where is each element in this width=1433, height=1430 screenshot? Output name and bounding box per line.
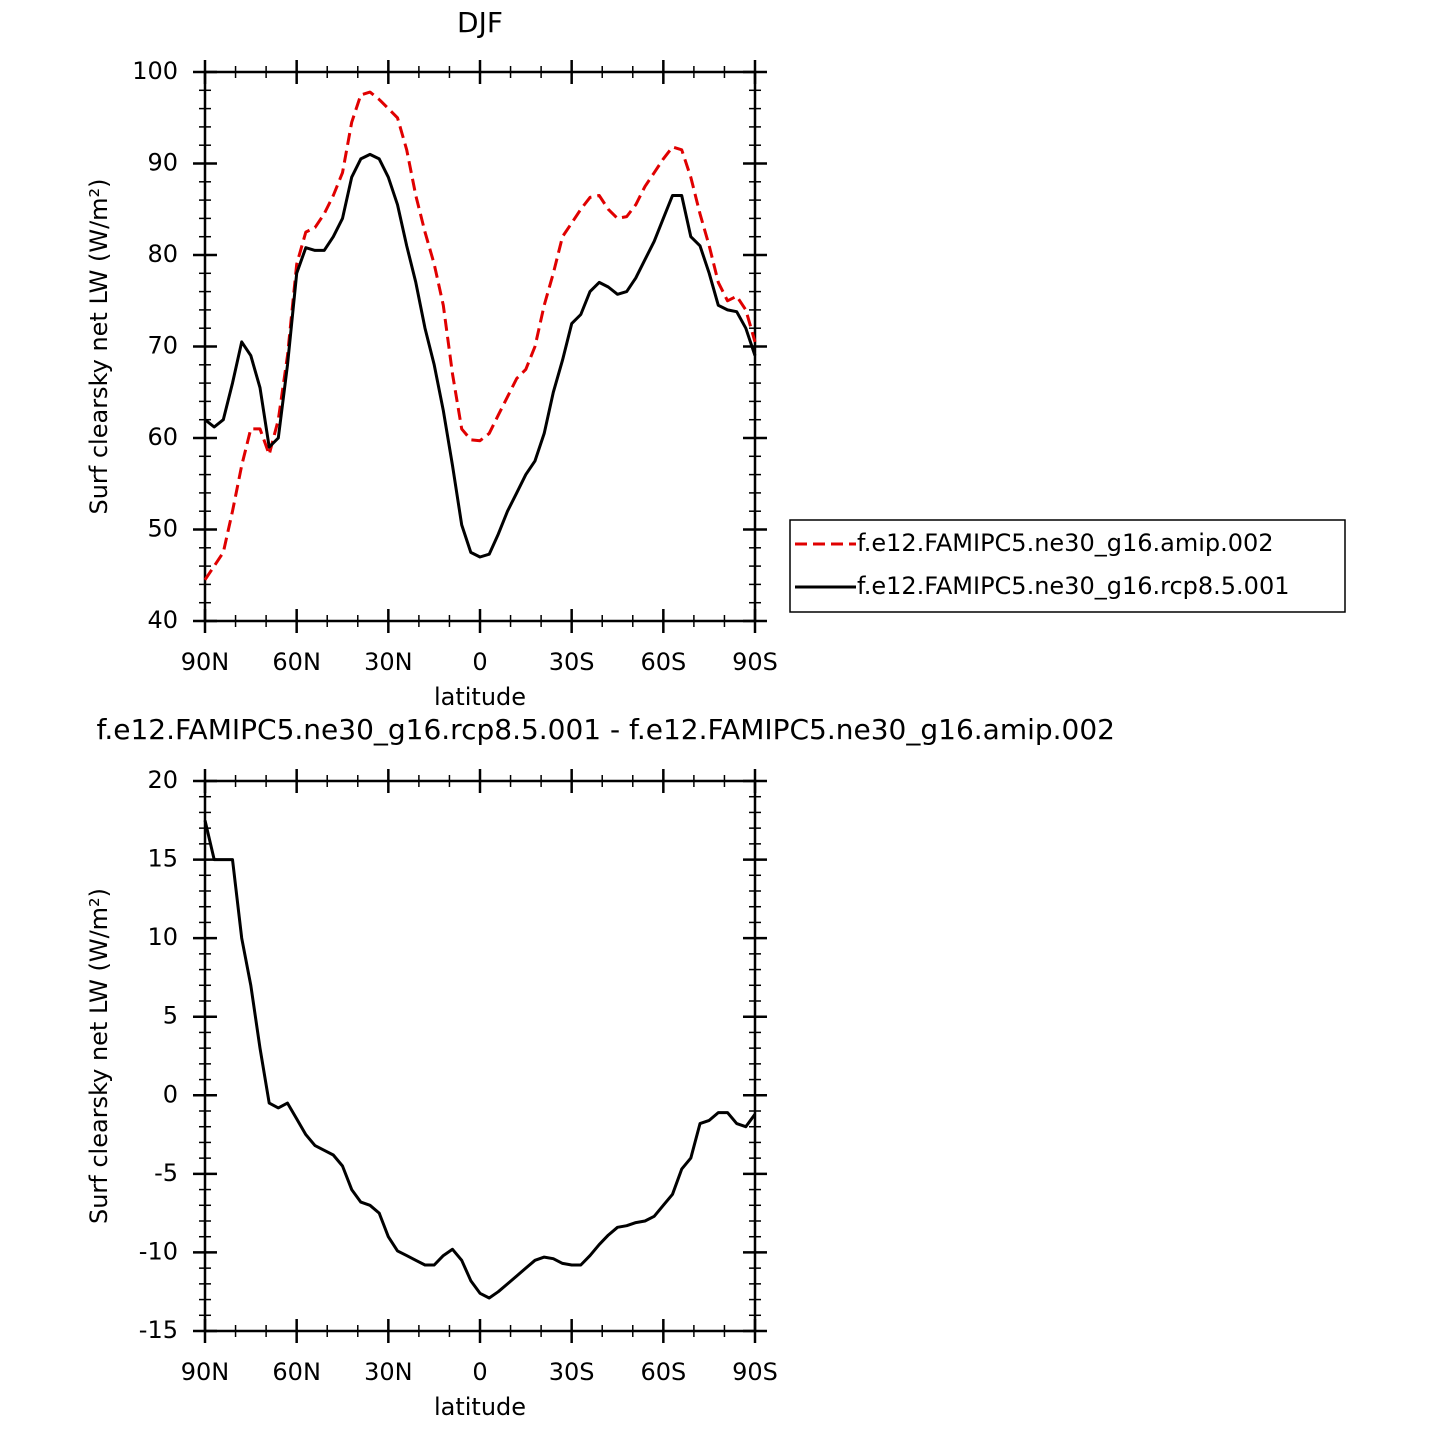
y-tick-label: 100 (132, 57, 178, 85)
data-line (203, 819, 757, 1300)
legend-label: f.e12.FAMIPC5.ne30_g16.amip.002 (857, 529, 1274, 557)
x-tick-label: 90N (181, 648, 230, 676)
y-tick-label: 70 (147, 332, 178, 360)
y-axis-label: Surf clearsky net LW (W/m²) (85, 888, 113, 1224)
data-line (204, 152, 757, 559)
y-tick-label: 10 (147, 923, 178, 951)
plot-frame (203, 70, 757, 623)
y-tick-label: -10 (139, 1237, 178, 1265)
y-tick-label: 40 (147, 606, 178, 634)
x-tick-label: 30N (364, 1358, 413, 1386)
x-tick-label: 0 (472, 1358, 487, 1386)
x-tick-label: 90S (732, 1358, 778, 1386)
y-tick-label: 20 (147, 766, 178, 794)
y-axis-label: Surf clearsky net LW (W/m²) (85, 178, 113, 514)
x-tick-label: 30S (549, 648, 595, 676)
y-tick-label: 0 (163, 1080, 178, 1108)
y-tick-label: 90 (147, 149, 178, 177)
x-axis-label: latitude (434, 1393, 526, 1421)
legend-label: f.e12.FAMIPC5.ne30_g16.rcp8.5.001 (857, 572, 1290, 600)
y-tick-label: -15 (139, 1316, 178, 1344)
data-line (203, 90, 757, 581)
x-tick-label: 60S (640, 1358, 686, 1386)
x-tick-label: 30N (364, 648, 413, 676)
chart-title: DJF (457, 6, 503, 39)
y-tick-label: 15 (147, 845, 178, 873)
x-axis-label: latitude (434, 683, 526, 711)
x-tick-label: 60N (272, 648, 321, 676)
legend-box (789, 519, 1346, 613)
x-tick-label: 0 (472, 648, 487, 676)
x-tick-label: 60N (272, 1358, 321, 1386)
y-tick-label: 50 (147, 515, 178, 543)
chart-title: f.e12.FAMIPC5.ne30_g16.rcp8.5.001 - f.e1… (97, 713, 1115, 746)
y-tick-label: 5 (163, 1002, 178, 1030)
y-tick-label: -5 (154, 1159, 178, 1187)
x-tick-label: 30S (549, 1358, 595, 1386)
x-tick-label: 90N (181, 1358, 230, 1386)
y-tick-label: 80 (147, 240, 178, 268)
x-tick-label: 60S (640, 648, 686, 676)
plot-frame (203, 779, 757, 1333)
y-tick-label: 60 (147, 423, 178, 451)
x-tick-label: 90S (732, 648, 778, 676)
